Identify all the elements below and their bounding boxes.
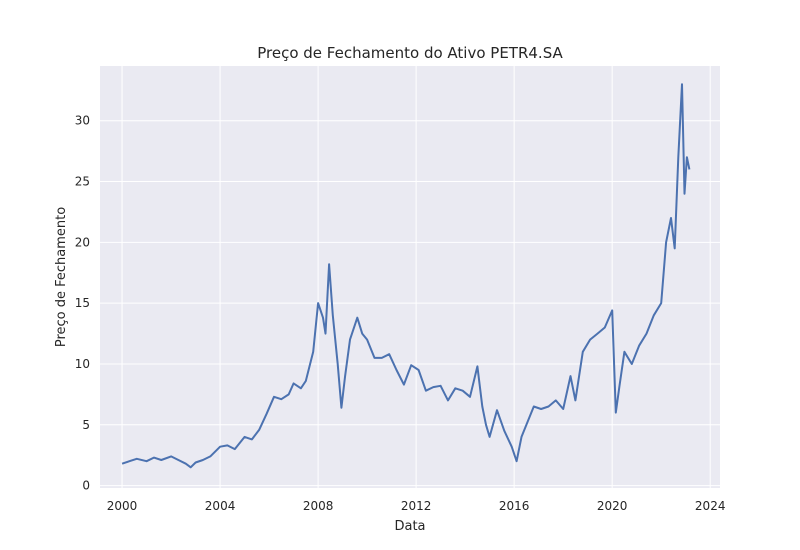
x-axis-label: Data [394, 519, 425, 534]
y-tick-label: 10 [75, 357, 90, 371]
x-tick-label: 2020 [597, 499, 628, 513]
y-tick-label: 30 [75, 114, 90, 128]
grid-lines [100, 66, 720, 488]
y-tick-label: 25 [75, 175, 90, 189]
y-tick-label: 20 [75, 235, 90, 249]
series-line [121, 83, 691, 469]
y-tick-label: 0 [82, 479, 90, 493]
x-tick-label: 2012 [401, 499, 432, 513]
y-axis-label: Preço de Fechamento [54, 207, 69, 347]
x-tick-labels: 2000 2004 2008 2012 2016 2020 2024 [107, 499, 726, 513]
x-tick-label: 2024 [695, 499, 726, 513]
y-tick-label: 5 [82, 418, 90, 432]
y-tick-label: 15 [75, 296, 90, 310]
x-tick-label: 2016 [499, 499, 530, 513]
y-tick-labels: 0 5 10 15 20 25 30 [75, 114, 90, 493]
x-tick-label: 2000 [107, 499, 138, 513]
chart-title: Preço de Fechamento do Ativo PETR4.SA [257, 44, 563, 62]
x-tick-label: 2004 [205, 499, 236, 513]
plot-background [100, 66, 720, 488]
x-tick-label: 2008 [303, 499, 334, 513]
